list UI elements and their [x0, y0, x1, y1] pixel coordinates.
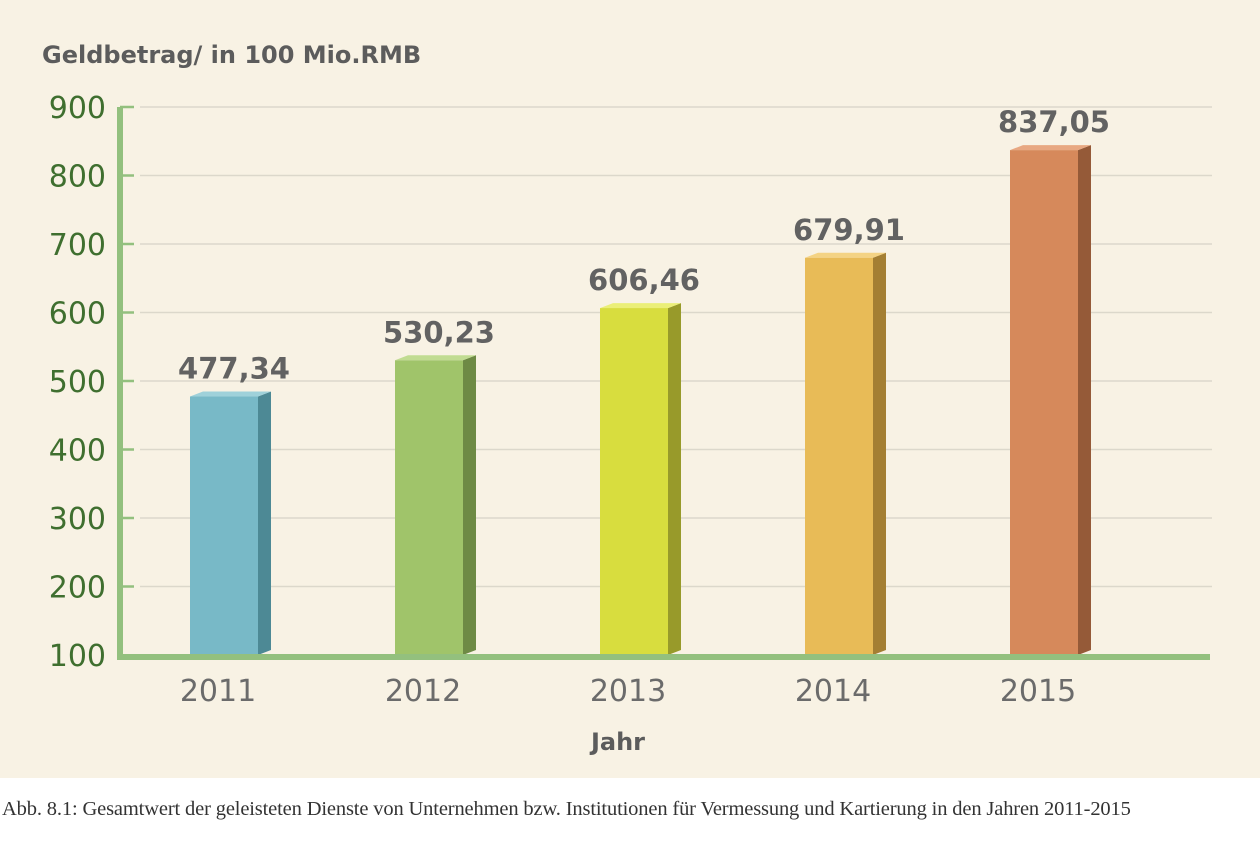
bar-side [873, 252, 886, 655]
bar-2012 [395, 355, 476, 655]
chart-panel: Geldbetrag/ in 100 Mio.RMB 100 200 300 400 5… [0, 0, 1260, 778]
value-label-2014: 679,91 [793, 213, 905, 247]
bar-chart: Geldbetrag/ in 100 Mio.RMB 100 200 300 400 5… [42, 41, 1212, 756]
bar-side [463, 355, 476, 655]
x-tick-label-2013: 2013 [590, 674, 666, 709]
x-axis-ticks: 2011 2012 2013 2014 2015 [180, 674, 1076, 709]
bar-2013 [600, 303, 681, 655]
axes [117, 107, 1210, 660]
y-tick-label: 900 [49, 91, 106, 126]
y-tick-label: 400 [49, 434, 106, 469]
bar-2014 [805, 252, 886, 655]
y-tick-label: 700 [49, 228, 106, 263]
y-tick-label: 300 [49, 502, 106, 537]
bar-top [805, 252, 886, 258]
bar-2015 [1010, 145, 1091, 656]
y-tick-label: 100 [49, 639, 106, 674]
bar-top [1010, 145, 1091, 151]
value-label-2015: 837,05 [998, 105, 1110, 139]
y-tick-label: 500 [49, 365, 106, 400]
bar-face [600, 308, 668, 655]
y-tick-label: 800 [49, 160, 106, 195]
y-tick-label: 200 [49, 571, 106, 606]
value-label-2012: 530,23 [383, 315, 495, 349]
figure-caption: Abb. 8.1: Gesamtwert der geleisteten Die… [2, 798, 1131, 820]
bar-face [395, 360, 463, 655]
bar-side [1078, 145, 1091, 656]
x-axis-title: Jahr [589, 728, 645, 756]
bar-side [258, 391, 271, 655]
y-axis-title: Geldbetrag/ in 100 Mio.RMB [42, 41, 421, 69]
bar-side [668, 303, 681, 655]
y-axis-ticks: 100 200 300 400 500 600 700 800 900 [49, 91, 106, 674]
bar-2011 [190, 391, 271, 655]
value-label-2011: 477,34 [178, 352, 290, 386]
bars [190, 145, 1091, 656]
bar-top [395, 355, 476, 361]
x-tick-label-2011: 2011 [180, 674, 256, 709]
value-label-2013: 606,46 [588, 263, 700, 297]
bar-top [600, 303, 681, 309]
bar-face [190, 396, 258, 655]
value-labels: 477,34 530,23 606,46 679,91 837,05 [178, 105, 1110, 385]
bar-top [190, 391, 271, 397]
bar-face [1010, 150, 1078, 656]
x-tick-label-2012: 2012 [385, 674, 461, 709]
x-tick-label-2014: 2014 [795, 674, 871, 709]
y-tick-label: 600 [49, 297, 106, 332]
x-tick-label-2015: 2015 [1000, 674, 1076, 709]
bar-face [805, 257, 873, 655]
